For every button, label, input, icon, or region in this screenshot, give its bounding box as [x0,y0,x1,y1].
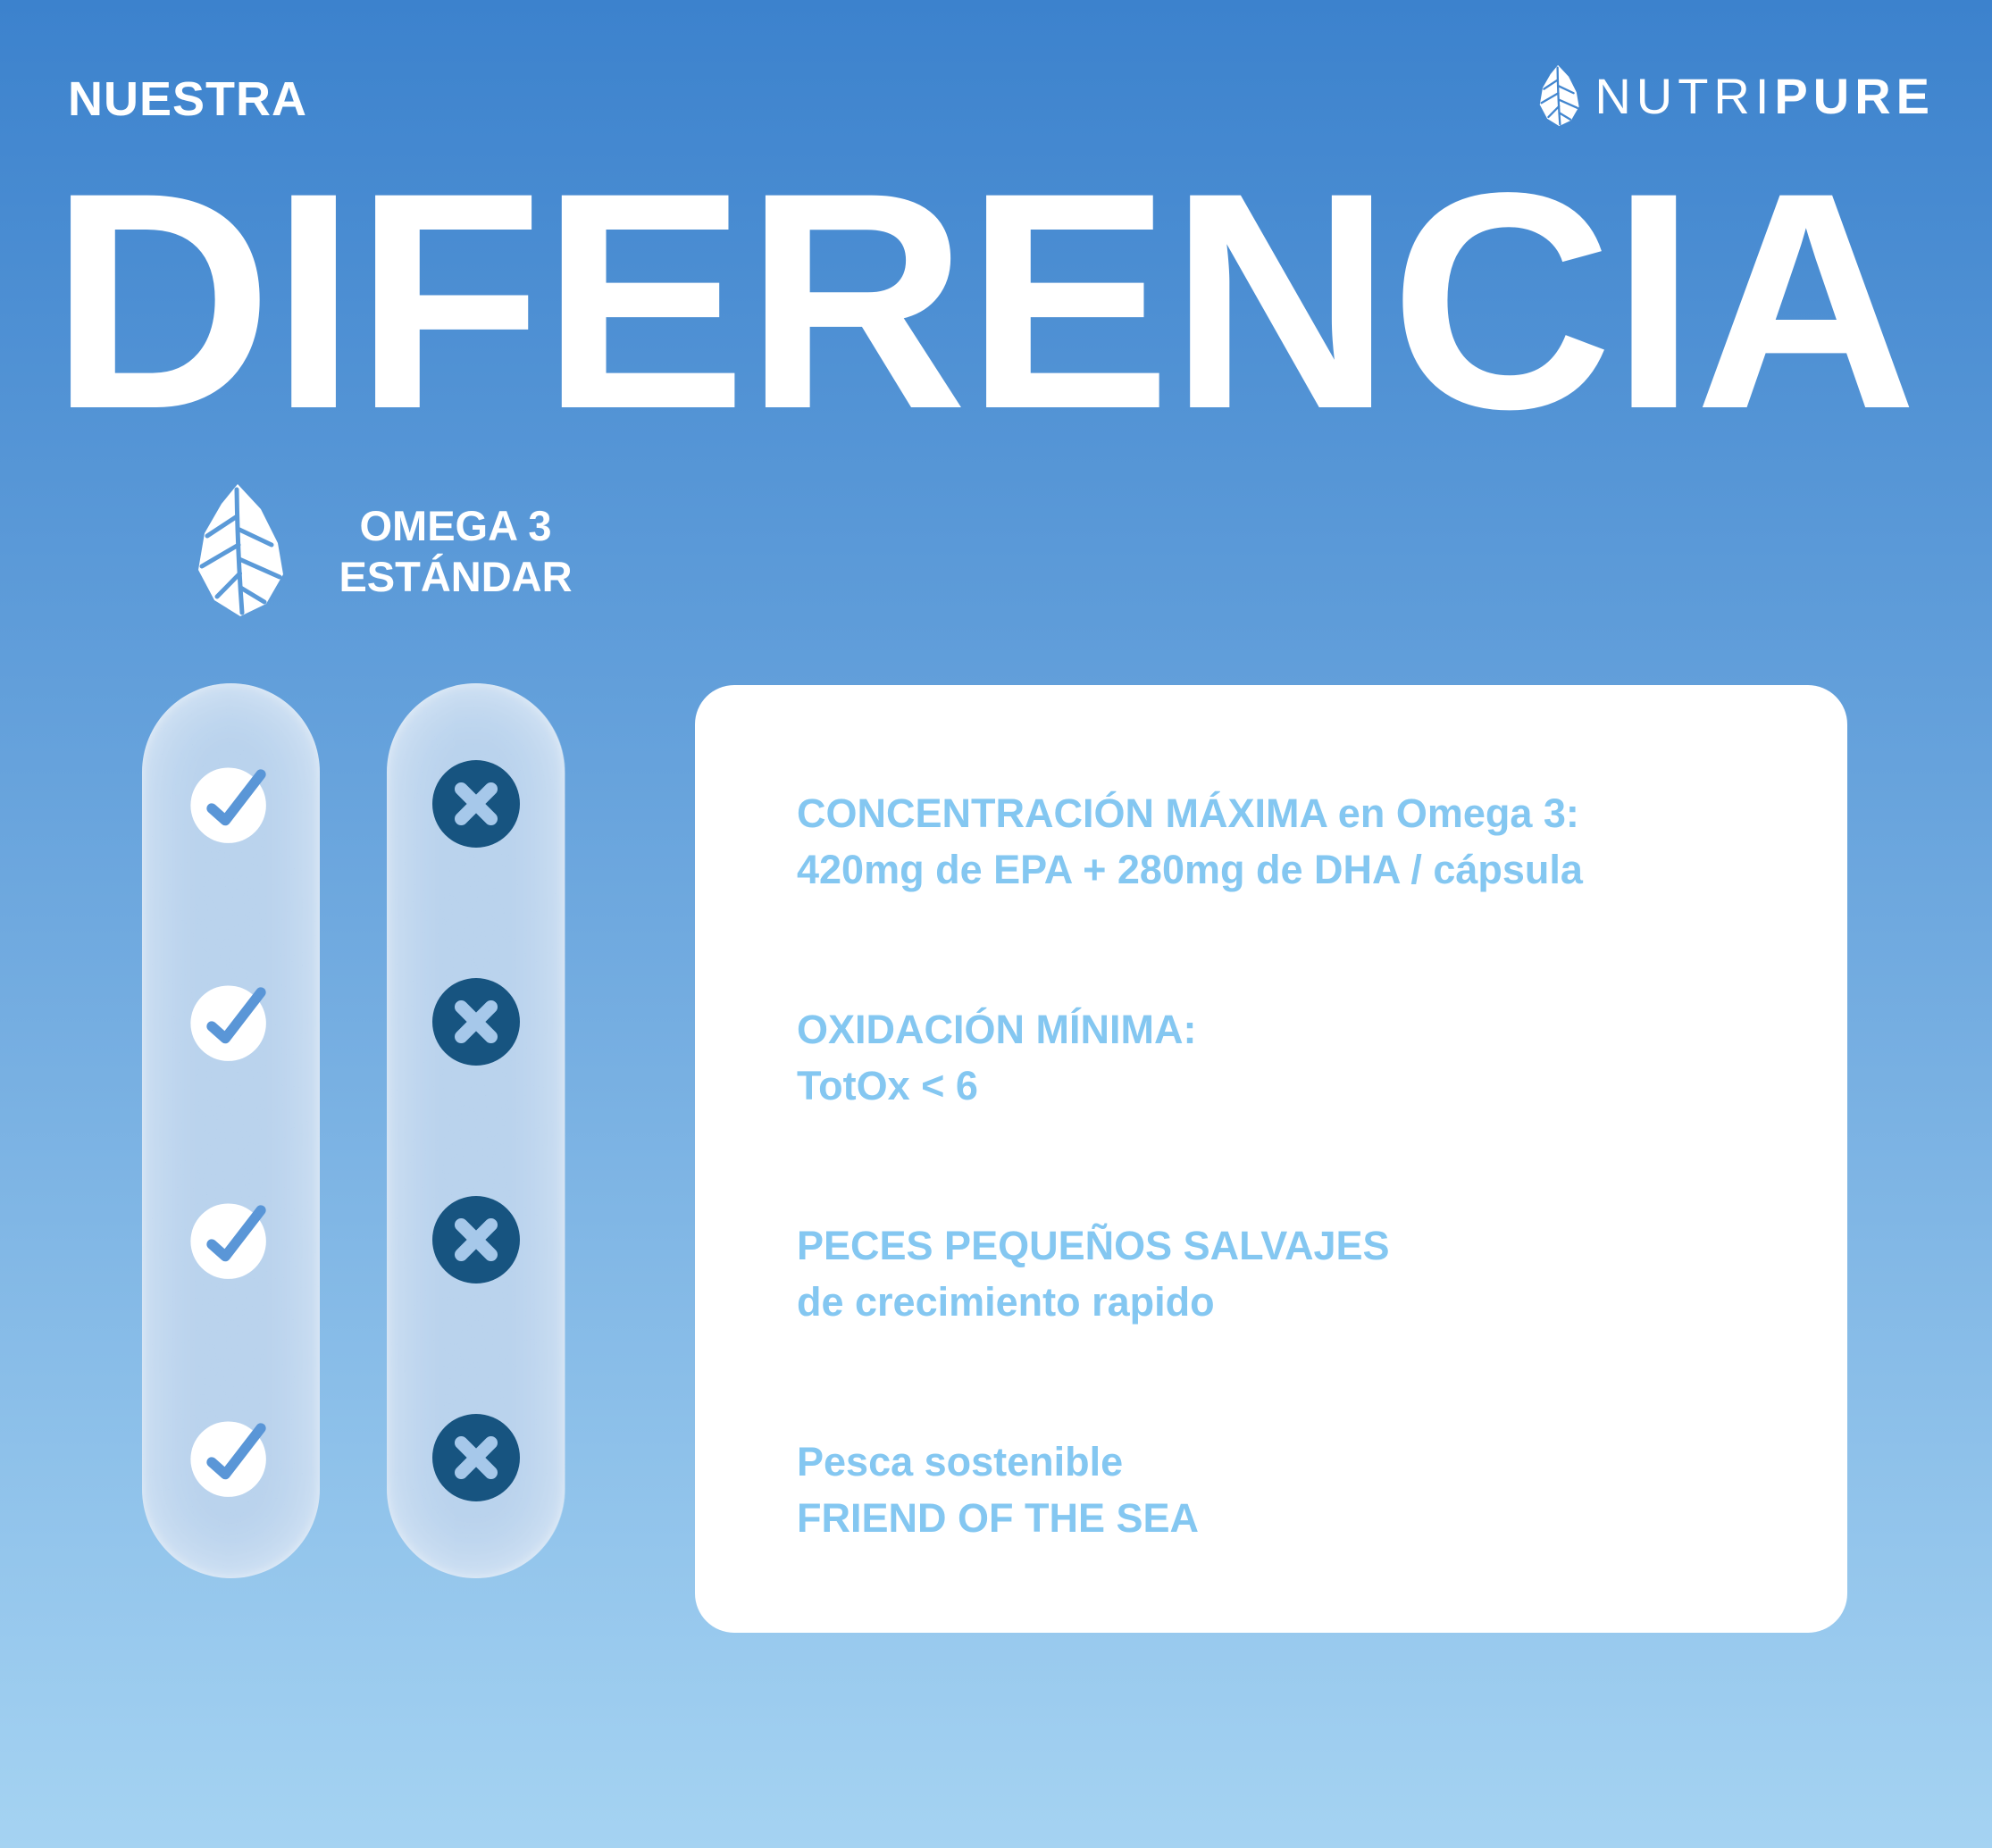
feature-line2: TotOx < 6 [797,1063,978,1108]
feature-line2: de crecimiento rapido [797,1279,1215,1325]
feature-item: OXIDACIÓN MÍNIMA: TotOx < 6 [797,1001,1794,1114]
features-card: CONCENTRACIÓN MÁXIMA en Omega 3: 420mg d… [695,685,1847,1633]
nutripure-marks [142,683,320,1578]
standard-column-line1: OMEGA 3 [359,502,552,549]
feature-line1: OXIDACIÓN MÍNIMA: [797,1007,1197,1052]
brand-logo: NUTRIPURE [1537,63,1935,129]
feature-line1: Pesca sostenible [797,1439,1124,1484]
cross-icon [431,760,520,848]
brand-name: NUTRIPURE [1594,67,1935,125]
leaf-icon [1538,63,1581,128]
check-icon [189,985,266,1061]
grain-texture [387,683,565,1578]
brand-name-light: NUTRI [1594,67,1775,124]
cross-icon [431,1196,520,1284]
feature-item: PECES PEQUEÑOS SALVAJES de crecimiento r… [797,1217,1794,1330]
grain-texture [142,683,320,1578]
brand-name-bold: PURE [1774,67,1935,124]
standard-marks [387,683,565,1578]
standard-column [387,683,565,1578]
standard-column-header: OMEGA 3 ESTÁNDAR [335,500,576,603]
cross-icon [431,1414,520,1501]
feature-line1: PECES PEQUEÑOS SALVAJES [797,1223,1390,1268]
nutripure-column [142,683,320,1578]
eyebrow: NUESTRA [68,72,308,126]
check-icon [189,767,266,843]
feature-item: CONCENTRACIÓN MÁXIMA en Omega 3: 420mg d… [797,785,1794,898]
check-icon [189,1421,266,1497]
standard-column-line2: ESTÁNDAR [339,553,573,601]
feature-item: Pesca sostenible FRIEND OF THE SEA [797,1434,1794,1546]
leaf-icon [193,482,286,618]
check-icon [189,1203,266,1279]
feature-line2: 420mg de EPA + 280mg de DHA / cápsula [797,847,1583,892]
feature-line1: CONCENTRACIÓN MÁXIMA en Omega 3: [797,790,1579,836]
cross-icon [431,978,520,1066]
page-title: DIFERENCIA [50,130,1917,473]
feature-line2: FRIEND OF THE SEA [797,1495,1200,1541]
